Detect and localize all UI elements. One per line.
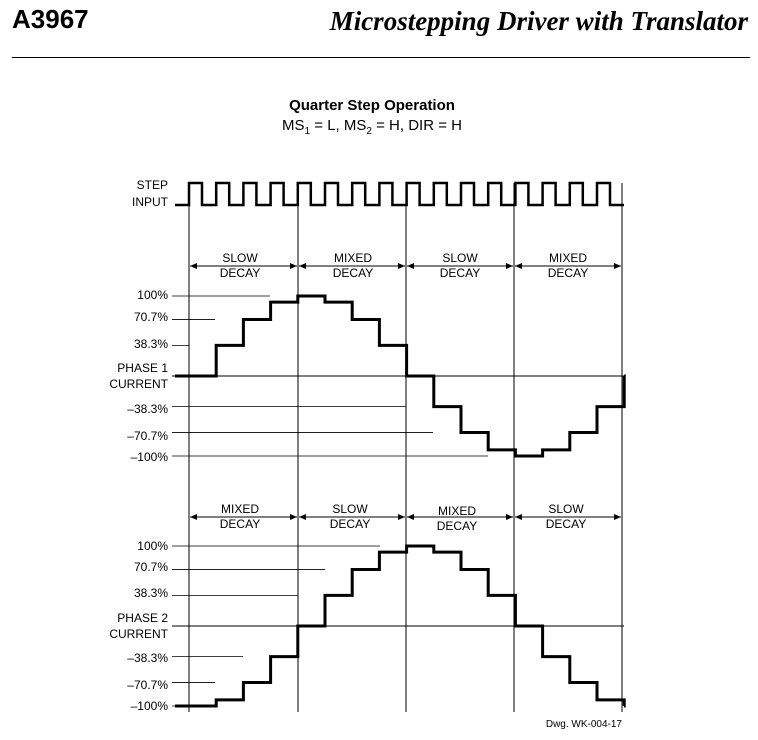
phase1-level-neg-38-3: –38.3% bbox=[127, 402, 168, 416]
phase1-decay-2-line2: DECAY bbox=[333, 266, 373, 280]
phase1-decay-4-line2: DECAY bbox=[548, 266, 588, 280]
phase1-name-line1: PHASE 1 bbox=[117, 361, 168, 375]
phase1-level-70-7: 70.7% bbox=[134, 310, 168, 324]
ms1-subscript: 1 bbox=[304, 126, 311, 137]
phase2-decay-4-line1: SLOW bbox=[548, 502, 584, 516]
phase1-decay-4-line1: MIXED bbox=[549, 251, 587, 265]
header-rule bbox=[12, 57, 750, 58]
step-input-label-line1: STEP bbox=[137, 178, 168, 192]
ms1-value: = L, bbox=[310, 117, 344, 134]
ms1-label: MS bbox=[282, 117, 305, 134]
phase2-level-neg-70-7: –70.7% bbox=[127, 678, 168, 692]
phase1-decay-3-line2: DECAY bbox=[440, 266, 480, 280]
ms2-subscript: 2 bbox=[366, 126, 372, 137]
phase1-decay-2-line1: MIXED bbox=[334, 251, 372, 265]
phase1-decay-1-line1: SLOW bbox=[222, 251, 258, 265]
phase2-decay-1-line2: DECAY bbox=[220, 517, 260, 531]
phase1-level-100: 100% bbox=[137, 288, 168, 302]
ms2-label: MS bbox=[343, 117, 367, 134]
phase2-decay-2-line2: DECAY bbox=[330, 517, 370, 531]
phase2-level-neg-100: –100% bbox=[131, 699, 169, 713]
step-input-label-line2: INPUT bbox=[132, 195, 169, 209]
figure-subtitle: MS1 = L, MS2 = H, DIR = H bbox=[222, 117, 522, 137]
drawing-number: Dwg. WK-004-17 bbox=[546, 719, 623, 730]
phase2-decay-3-line1: MIXED bbox=[438, 504, 476, 518]
phase2-current-trace bbox=[175, 544, 626, 708]
phase1-current-trace bbox=[175, 294, 626, 458]
phase2-decay-2-line1: SLOW bbox=[332, 502, 368, 516]
ms2-value: = H, DIR = H bbox=[371, 117, 462, 134]
diagram-lines bbox=[172, 181, 626, 712]
phase2-decay-1-line1: MIXED bbox=[221, 502, 259, 516]
phase1-decay-1-line2: DECAY bbox=[220, 266, 260, 280]
phase1-level-neg-100: –100% bbox=[131, 450, 169, 464]
phase2-level-38-3: 38.3% bbox=[134, 586, 168, 600]
phase2-decay-4-line2: DECAY bbox=[546, 517, 586, 531]
phase1-level-38-3: 38.3% bbox=[134, 337, 168, 351]
phase2-name-line2: CURRENT bbox=[109, 627, 168, 641]
phase1-level-neg-70-7: –70.7% bbox=[127, 429, 168, 443]
figure-title: Quarter Step Operation bbox=[289, 97, 455, 114]
phase2-name-line1: PHASE 2 bbox=[117, 611, 168, 625]
phase1-decay-3-line1: SLOW bbox=[442, 251, 478, 265]
phase2-decay-3-line2: DECAY bbox=[437, 519, 477, 533]
phase2-level-neg-38-3: –38.3% bbox=[127, 651, 168, 665]
part-number: A3967 bbox=[12, 4, 89, 34]
document-title: Microstepping Driver with Translator bbox=[329, 6, 748, 36]
phase1-name-line2: CURRENT bbox=[109, 377, 168, 391]
step-input-pulse-train bbox=[175, 181, 624, 207]
phase2-level-70-7: 70.7% bbox=[134, 560, 168, 574]
phase2-level-100: 100% bbox=[137, 539, 168, 553]
